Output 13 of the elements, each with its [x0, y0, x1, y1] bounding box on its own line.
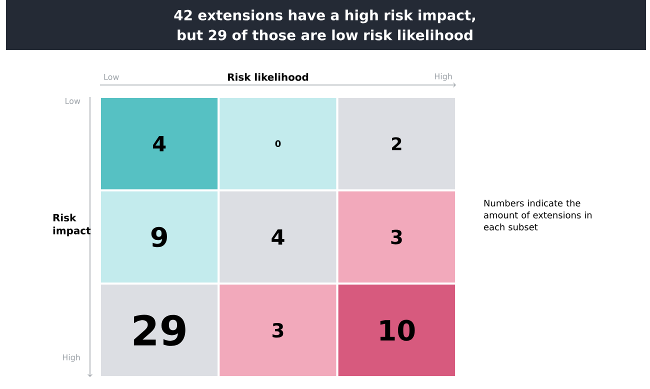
data-label: 3	[391, 230, 402, 244]
data-label: 0	[275, 140, 281, 148]
data-label: 4	[152, 136, 166, 152]
data-label: 9	[151, 226, 167, 248]
data-label: 10	[380, 320, 415, 341]
data-label: 4	[272, 229, 284, 245]
x-axis-title: Risk likelihood	[228, 73, 308, 81]
data-label: 2	[392, 137, 402, 150]
text: Numbers indicate the amount of extensions in each subset	[484, 200, 592, 230]
chart-title: 42 extensions have a high risk impact, but 29 of those are low risk likelihood	[174, 10, 475, 40]
data-label: 29	[134, 314, 186, 346]
data-label: 3	[272, 323, 284, 338]
y-axis-title: Risk impact	[53, 214, 91, 236]
